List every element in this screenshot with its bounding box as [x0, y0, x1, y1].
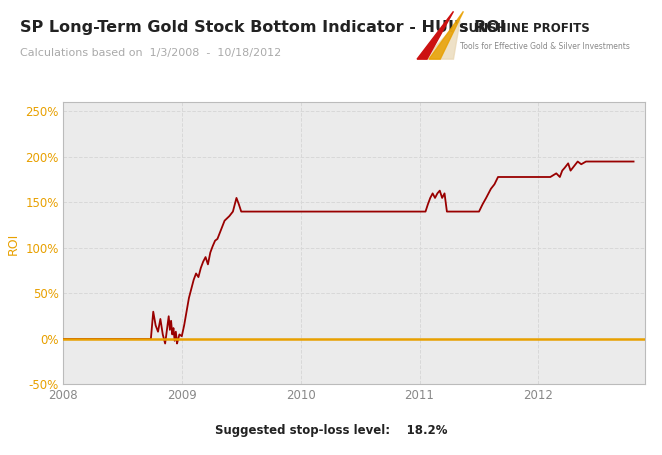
Text: Suggested stop-loss level:    18.2%: Suggested stop-loss level: 18.2%	[214, 424, 448, 437]
Text: Calculations based on  1/3/2008  -  10/18/2012: Calculations based on 1/3/2008 - 10/18/2…	[20, 48, 281, 58]
Text: SUNSHINE PROFITS: SUNSHINE PROFITS	[460, 22, 590, 35]
Y-axis label: ROI: ROI	[7, 233, 20, 254]
Text: SP Long-Term Gold Stock Bottom Indicator - HUI's ROI: SP Long-Term Gold Stock Bottom Indicator…	[20, 20, 506, 35]
Polygon shape	[417, 11, 453, 59]
Polygon shape	[424, 20, 460, 59]
Text: Tools for Effective Gold & Silver Investments: Tools for Effective Gold & Silver Invest…	[460, 42, 630, 51]
Polygon shape	[429, 11, 463, 59]
